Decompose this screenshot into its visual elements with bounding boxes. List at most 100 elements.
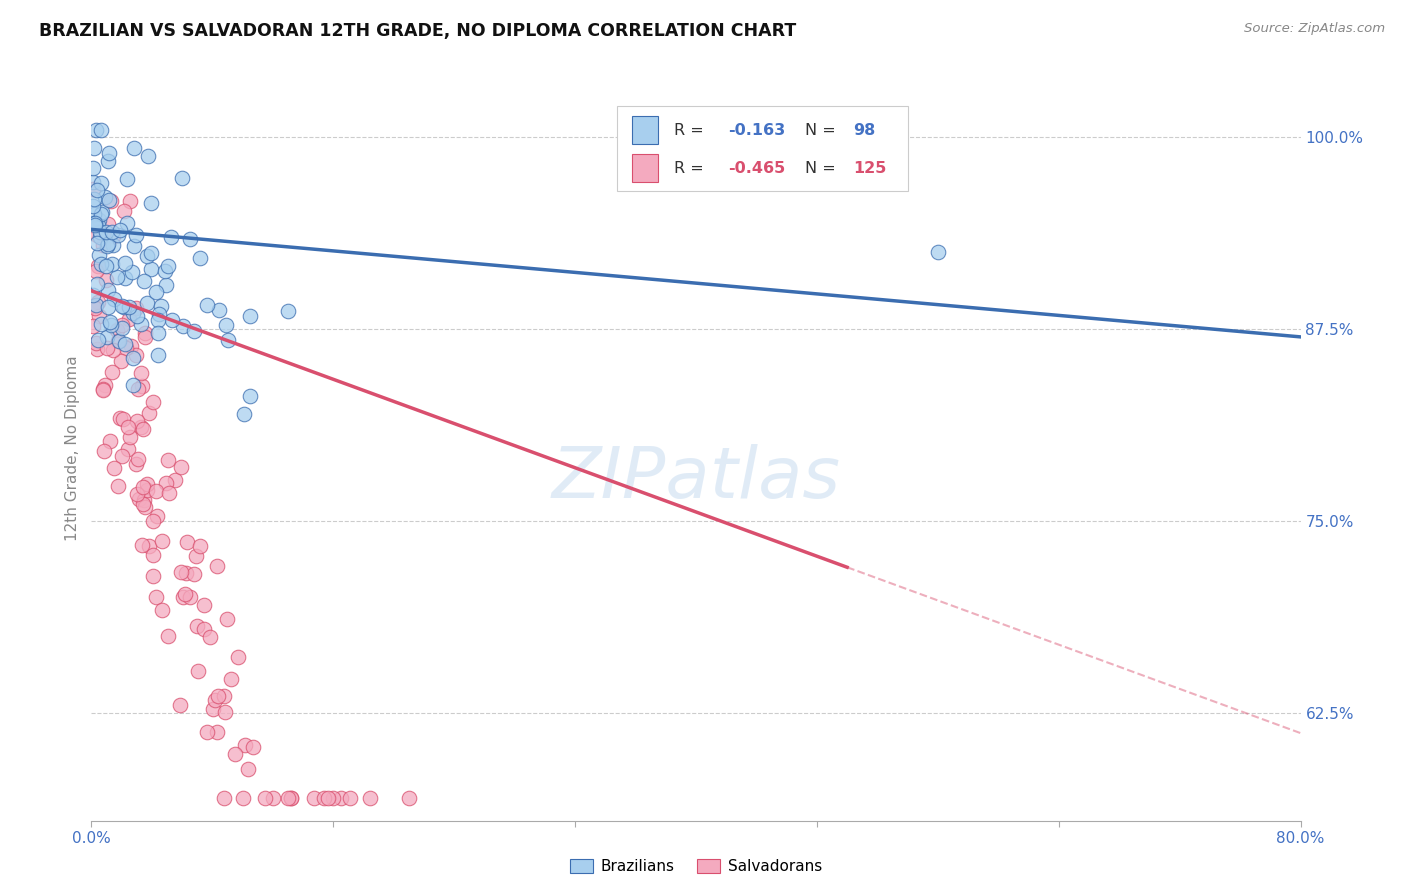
Point <box>127 382 149 396</box>
Point <box>316 790 339 805</box>
Text: BRAZILIAN VS SALVADORAN 12TH GRADE, NO DIPLOMA CORRELATION CHART: BRAZILIAN VS SALVADORAN 12TH GRADE, NO D… <box>39 22 797 40</box>
Point <box>120 194 142 208</box>
Point <box>195 298 218 312</box>
Point <box>111 299 134 313</box>
Text: 125: 125 <box>853 161 887 177</box>
Point <box>114 336 136 351</box>
Point <box>215 612 238 626</box>
Point <box>111 318 134 332</box>
Text: N =: N = <box>804 161 841 177</box>
Point <box>115 341 138 355</box>
Point <box>129 366 152 380</box>
Point <box>176 534 198 549</box>
Point <box>136 249 159 263</box>
Text: 98: 98 <box>853 123 876 137</box>
Point <box>93 443 115 458</box>
Point <box>239 309 262 323</box>
Point <box>93 378 115 392</box>
Point <box>136 149 159 163</box>
Point <box>86 260 108 274</box>
Point <box>188 252 211 266</box>
Point <box>122 140 145 154</box>
Point <box>186 619 208 633</box>
Point <box>134 326 156 341</box>
Point <box>83 218 105 232</box>
Point <box>145 285 167 300</box>
Point <box>91 384 114 398</box>
Point <box>132 497 155 511</box>
Point <box>160 229 183 244</box>
Point <box>103 460 125 475</box>
Point <box>148 348 170 362</box>
Point <box>142 548 165 562</box>
Point <box>125 348 148 362</box>
Point <box>96 329 118 343</box>
Point <box>97 154 120 169</box>
Point <box>115 171 138 186</box>
Point <box>108 411 131 425</box>
Point <box>238 762 260 776</box>
Point <box>339 790 361 805</box>
Point <box>135 477 157 491</box>
Point <box>86 183 108 197</box>
Point <box>329 790 352 805</box>
Point <box>97 284 120 298</box>
Point <box>173 587 195 601</box>
Point <box>142 568 165 582</box>
Point <box>148 326 170 341</box>
Point <box>136 295 159 310</box>
Point <box>242 739 264 754</box>
Point <box>148 313 170 327</box>
Text: R =: R = <box>675 123 709 137</box>
Point <box>96 239 118 253</box>
Point <box>125 487 148 501</box>
Point <box>83 141 105 155</box>
Point <box>96 341 118 355</box>
Point <box>97 217 120 231</box>
Point <box>124 238 146 252</box>
Point <box>86 277 108 292</box>
Point <box>162 313 184 327</box>
Point <box>205 559 228 574</box>
Point <box>118 300 141 314</box>
Point <box>172 318 194 333</box>
Point <box>94 259 117 273</box>
Point <box>312 790 335 805</box>
Point <box>101 257 124 271</box>
Point <box>117 420 139 434</box>
Point <box>83 192 105 206</box>
Point <box>202 702 225 716</box>
Point <box>82 288 104 302</box>
Point <box>134 330 156 344</box>
Point <box>142 514 165 528</box>
Point <box>100 194 122 209</box>
Point <box>112 204 135 219</box>
Point <box>204 693 226 707</box>
Point <box>90 207 112 221</box>
Point <box>118 312 141 326</box>
Point <box>82 161 104 175</box>
Point <box>927 245 949 260</box>
Text: N =: N = <box>804 123 841 137</box>
Point <box>122 305 145 319</box>
Point <box>262 790 284 805</box>
Point <box>131 420 153 434</box>
Point <box>97 301 120 315</box>
Point <box>125 457 148 471</box>
Point <box>86 227 108 242</box>
Point <box>280 790 302 805</box>
Point <box>90 122 112 136</box>
Point <box>170 459 193 474</box>
Point <box>148 307 170 321</box>
Point <box>100 225 122 239</box>
Point <box>215 318 238 333</box>
Point <box>212 690 235 704</box>
Point <box>302 790 325 805</box>
Point <box>84 264 107 278</box>
Point <box>118 430 141 444</box>
Point <box>150 299 173 313</box>
Point <box>100 318 122 332</box>
Point <box>169 698 191 712</box>
Point <box>96 226 118 240</box>
Point <box>117 216 139 230</box>
